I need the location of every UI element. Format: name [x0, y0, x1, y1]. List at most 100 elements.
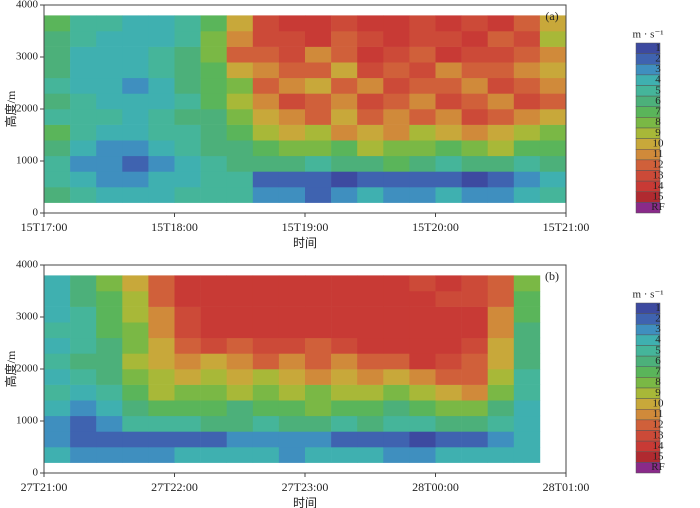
heatmap-cell [383, 415, 410, 432]
heatmap-cell [305, 140, 332, 157]
heatmap-cell [383, 369, 410, 385]
heatmap-cell [96, 291, 123, 307]
heatmap-cell [44, 400, 71, 417]
heatmap-cell [278, 275, 306, 292]
heatmap-cell [487, 447, 515, 463]
heatmap-cell [513, 46, 541, 63]
colorbar-label: 13 [653, 429, 665, 441]
heatmap-cell [383, 275, 410, 292]
heatmap-cell [174, 171, 201, 188]
heatmap-cell [409, 77, 436, 94]
heatmap-cell [226, 415, 254, 432]
heatmap-cell [383, 384, 410, 401]
heatmap-cell [305, 337, 332, 354]
heatmap-cell [122, 46, 149, 63]
heatmap-cell [226, 93, 254, 110]
heatmap-cell [70, 369, 97, 385]
heatmap-cell [331, 400, 358, 417]
heatmap-cell [174, 291, 201, 307]
heatmap-cell [487, 93, 515, 110]
heatmap-cell [44, 291, 71, 307]
heatmap-cell [539, 93, 567, 110]
y-tick-label: 3000 [16, 311, 39, 323]
heatmap-cell [383, 62, 410, 79]
heatmap-cell [331, 171, 358, 188]
heatmap-cell [513, 124, 541, 141]
heatmap-cell [435, 46, 462, 63]
heatmap-cell [226, 46, 254, 63]
heatmap-cell [435, 275, 462, 292]
heatmap-cell [252, 322, 280, 339]
heatmap-cell [70, 447, 97, 463]
heatmap-cell [513, 140, 541, 157]
heatmap-cell [200, 384, 227, 401]
colorbar-label: 13 [653, 169, 665, 181]
heatmap-cell [435, 15, 462, 32]
colorbar-title: m · s⁻¹ [632, 289, 663, 301]
heatmap-cell [148, 171, 175, 188]
x-tick-label: 27T23:00 [282, 480, 329, 494]
heatmap-cell [539, 155, 567, 172]
heatmap-cell [122, 384, 149, 401]
x-tick-label: 15T21:00 [543, 220, 590, 234]
heatmap-cell [226, 400, 254, 417]
heatmap-cell [174, 46, 201, 63]
x-axis-label: 时间 [293, 236, 317, 250]
heatmap-cell [539, 187, 567, 203]
heatmap-cell [44, 155, 71, 172]
heatmap-cell [487, 353, 515, 370]
heatmap-cell [357, 275, 384, 292]
heatmap-cell [487, 369, 515, 385]
heatmap-cell [174, 155, 201, 172]
heatmap-cell [44, 140, 71, 157]
heatmap-cell [513, 275, 541, 292]
heatmap-cell [383, 31, 410, 47]
heatmap-cell [513, 400, 541, 417]
heatmap-cell [200, 187, 227, 203]
y-tick-label: 4000 [16, 259, 39, 271]
heatmap-cell [383, 15, 410, 32]
heatmap-cell [461, 353, 488, 370]
heatmap-cell [252, 431, 280, 448]
colorbar-label: 7 [655, 366, 661, 378]
heatmap-cell [357, 431, 384, 448]
heatmap-cell [278, 124, 306, 141]
heatmap-cell [122, 124, 149, 141]
colorbar-label: 12 [653, 419, 664, 431]
heatmap-cell [487, 62, 515, 79]
heatmap-cell [305, 124, 332, 141]
heatmap-cell [357, 400, 384, 417]
heatmap-cell [513, 15, 541, 32]
heatmap-cell [70, 415, 97, 432]
heatmap-cell [461, 447, 488, 463]
heatmap-cell [226, 77, 254, 94]
heatmap-cell [435, 171, 462, 188]
heatmap-cell [122, 369, 149, 385]
heatmap-cell [122, 415, 149, 432]
heatmap-cell [252, 353, 280, 370]
heatmap-cell [70, 322, 97, 339]
heatmap-cell [148, 62, 175, 79]
x-tick-label: 15T17:00 [21, 220, 68, 234]
heatmap-cell [513, 31, 541, 47]
heatmap-cell [435, 322, 462, 339]
heatmap-cell [174, 400, 201, 417]
heatmap-cell [409, 155, 436, 172]
heatmap-cell [513, 93, 541, 110]
heatmap-cell [122, 77, 149, 94]
heatmap-cell [435, 77, 462, 94]
heatmap-cell [174, 431, 201, 448]
heatmap-cell [383, 337, 410, 354]
heatmap-cell [148, 155, 175, 172]
heatmap-cell [383, 77, 410, 94]
heatmap-cell [331, 46, 358, 63]
heatmap-cell [513, 353, 541, 370]
heatmap-cell [226, 124, 254, 141]
heatmap-cell [461, 322, 488, 339]
heatmap-cell [44, 337, 71, 354]
heatmap-cell [70, 31, 97, 47]
heatmap-cell [409, 275, 436, 292]
heatmap-cell [331, 93, 358, 110]
heatmap-cell [461, 15, 488, 32]
panel-label: (a) [545, 9, 558, 23]
